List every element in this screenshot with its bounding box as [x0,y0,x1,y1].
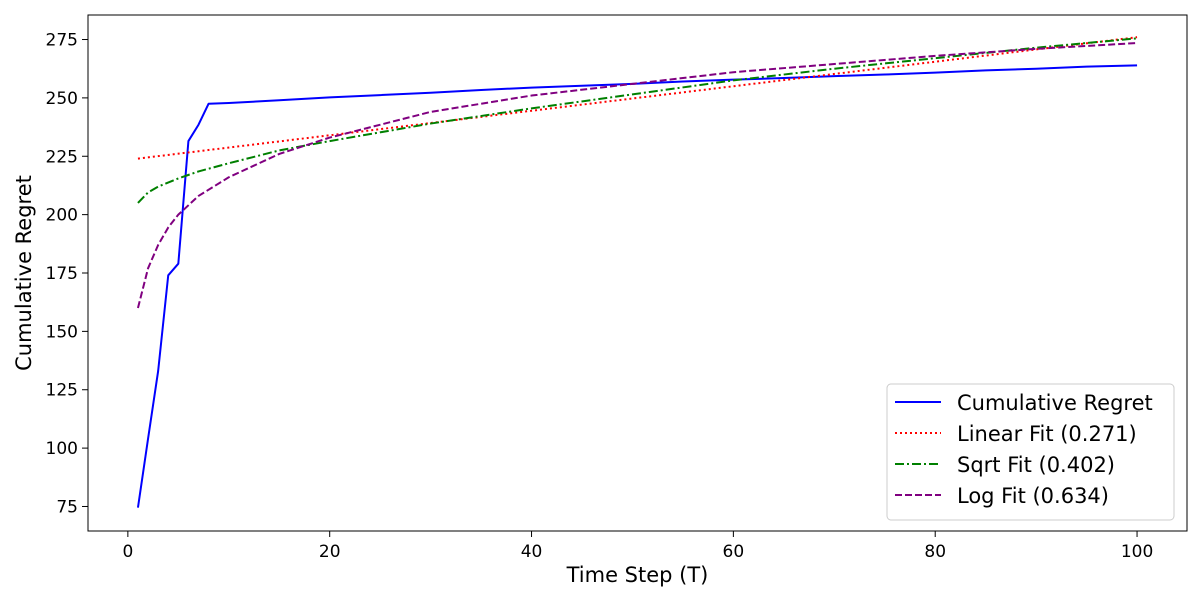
y-tick-label: 275 [46,31,78,51]
legend-label-2: Sqrt Fit (0.402) [957,453,1115,477]
y-axis-ticks: 75 100 125 150 175 200 225 250 275 [46,31,88,517]
y-tick-label: 75 [56,497,78,517]
series-line-3 [136,42,1138,309]
legend: Cumulative Regret Linear Fit (0.271) Sqrt … [886,383,1175,521]
x-tick-label: 60 [723,542,745,562]
legend-box [886,383,1175,521]
legend-label-1: Linear Fit (0.271) [957,422,1137,446]
series-line-1 [137,36,1138,160]
y-tick-label: 250 [46,89,78,109]
y-tick-label: 225 [46,147,78,167]
y-tick-label: 150 [46,322,78,342]
x-tick-label: 20 [319,542,341,562]
x-tick-label: 100 [1121,542,1153,562]
x-tick-label: 80 [924,542,946,562]
series-line-2 [137,37,1138,204]
x-axis-label: Time Step (T) [566,563,709,587]
series-layer [136,36,1138,508]
x-tick-label: 0 [122,542,133,562]
y-tick-label: 175 [46,264,78,284]
legend-label-3: Log Fit (0.634) [957,484,1109,508]
y-tick-label: 200 [46,206,78,226]
y-tick-label: 125 [46,381,78,401]
x-tick-label: 40 [521,542,543,562]
series-line-0 [136,64,1138,508]
x-axis-ticks: 0 20 40 60 80 100 [122,531,1153,562]
y-tick-label: 100 [46,439,78,459]
legend-label-0: Cumulative Regret [957,391,1153,415]
y-axis-label: Cumulative Regret [12,175,36,371]
